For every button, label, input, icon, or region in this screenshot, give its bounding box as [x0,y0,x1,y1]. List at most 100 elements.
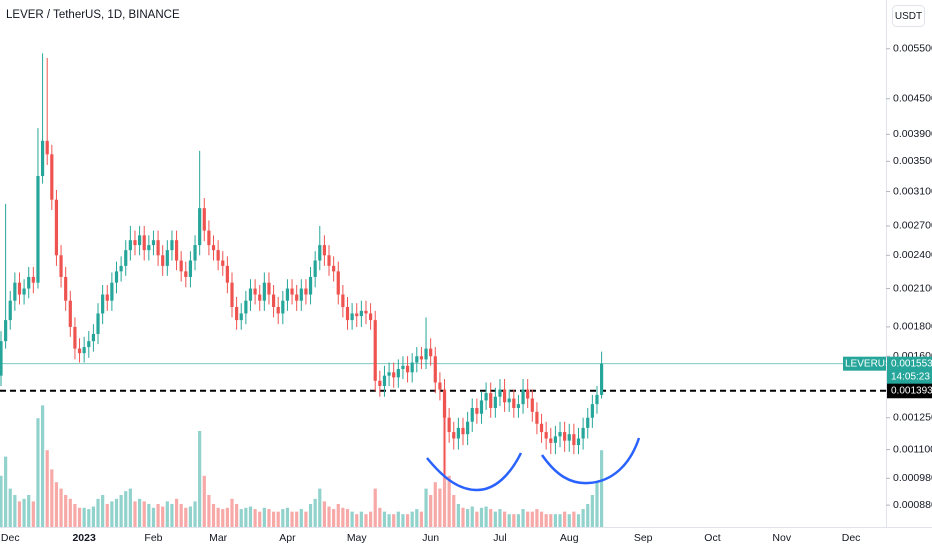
x-tick-label: Oct [704,532,720,544]
candle-body [64,276,68,301]
volume-bar [151,507,156,527]
volume-bar [96,498,100,527]
candle-body [590,404,594,418]
volume-bar [424,488,428,527]
candle-body [4,320,8,342]
candle-body [170,240,174,251]
volume-bar [359,511,363,527]
volume-bar [364,514,368,527]
volume-bar [54,482,59,527]
volume-bar [105,503,109,527]
candle-body [253,288,257,295]
candle-body [544,432,548,439]
candle-body [110,282,114,301]
x-tick-label: Jul [493,532,506,544]
volume-bar [101,495,105,527]
candle-body [174,240,179,261]
volume-bar [516,514,521,527]
candle-body [147,245,151,251]
volume-bar [549,514,553,527]
volume-bar [318,488,322,527]
volume-bar [13,495,17,527]
candle-body [31,276,35,283]
candle-body [308,276,313,295]
candle-body [332,265,336,272]
candle-body [105,294,109,301]
x-tick-label: Feb [144,532,162,544]
candle-body [101,294,105,314]
volume-bar [526,511,530,527]
candle-body [396,369,400,378]
candle-body [502,389,507,403]
candle-body [230,282,234,307]
volume-bar [64,495,68,527]
volume-bar [73,503,77,527]
symbol-tag-label: LEVERUSDT [845,358,905,369]
candle-body [479,400,484,414]
volume-bar [489,509,493,527]
currency-button[interactable] [892,5,925,27]
volume-bar [576,514,581,527]
candle-body [526,389,530,399]
volume-bar [493,511,497,527]
level-tag [887,383,932,399]
x-tick-label: 2023 [72,532,96,544]
candle-body [91,333,95,342]
candle-body [36,175,40,283]
candle-body [73,326,77,349]
x-tick-label: Sep [634,532,653,544]
candle-body [378,380,382,386]
candle-body [188,260,193,277]
candle-body [290,288,294,295]
volume-bar [248,506,253,527]
candle-body [59,255,63,277]
volume-bar [77,507,82,527]
volume-bar [438,488,442,527]
volume-bar [530,511,534,527]
y-tick-label: 0.001100 [893,443,932,455]
candle-body [461,427,465,435]
volume-bar [590,495,594,527]
y-tick-label: 0.005500 [893,43,932,55]
volume-bar [276,511,280,527]
volume-bar [387,514,391,527]
volume-bar [110,501,114,527]
candle-body [558,432,562,437]
volume-bar [401,514,405,527]
candle-body [563,432,567,441]
x-tick-label: Aug [560,532,579,544]
candle-body [419,356,424,360]
symbol-tag [843,356,886,371]
candle-body [13,282,17,301]
volume-bar [544,514,548,527]
volume-bar [133,501,137,527]
volume-bar [188,506,193,527]
volume-bar [91,506,95,527]
candle-body [553,436,557,443]
volume-bar [410,511,414,527]
candle-body [40,140,45,176]
volume-bar [207,495,211,527]
volume-bar [373,488,377,527]
candle-body [285,288,290,301]
candle-body [512,398,516,408]
volume-bar [119,495,123,527]
volume-bar [198,431,202,527]
volume-bar [221,509,225,527]
currency-label[interactable]: USDT [895,11,922,22]
volume-bar [147,503,151,527]
candle-body [521,389,525,405]
candle-body [535,411,539,424]
candle-body [438,382,442,390]
candle-body [119,265,123,272]
volume-bar [466,509,470,527]
candle-body [415,356,419,363]
volume-bar [230,498,234,527]
